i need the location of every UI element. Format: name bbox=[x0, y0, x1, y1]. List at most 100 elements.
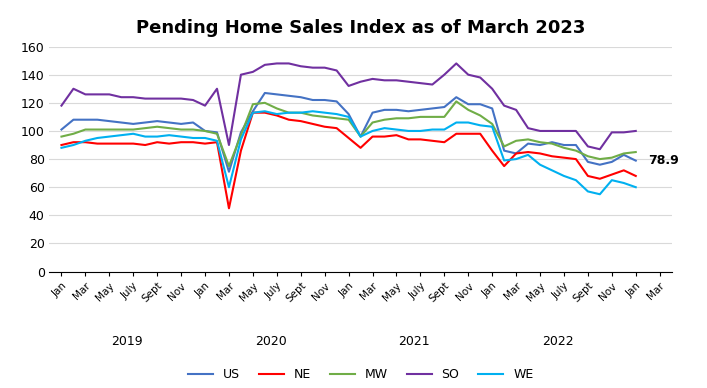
SO bbox=[284, 61, 293, 66]
WE bbox=[105, 134, 114, 139]
MW bbox=[416, 114, 425, 119]
US bbox=[320, 98, 329, 102]
WE bbox=[619, 181, 628, 185]
NE bbox=[93, 141, 102, 146]
NE bbox=[500, 164, 508, 168]
WE bbox=[213, 139, 221, 143]
US bbox=[201, 129, 209, 133]
NE bbox=[201, 141, 209, 146]
WE bbox=[141, 134, 149, 139]
SO bbox=[524, 126, 532, 130]
SO bbox=[404, 80, 413, 84]
MW bbox=[500, 144, 508, 149]
SO bbox=[619, 130, 628, 135]
SO bbox=[560, 129, 568, 133]
WE bbox=[320, 110, 329, 115]
WE bbox=[201, 136, 209, 140]
NE bbox=[213, 140, 221, 145]
US bbox=[237, 130, 245, 135]
MW bbox=[189, 127, 197, 132]
US bbox=[117, 120, 126, 125]
US bbox=[440, 105, 448, 109]
Line: NE: NE bbox=[62, 113, 636, 208]
MW bbox=[488, 121, 496, 126]
WE bbox=[512, 157, 520, 161]
NE bbox=[584, 174, 592, 178]
MW bbox=[296, 110, 305, 115]
MW bbox=[201, 129, 209, 133]
SO bbox=[440, 72, 448, 77]
MW bbox=[284, 110, 293, 115]
SO bbox=[500, 103, 508, 108]
WE bbox=[476, 123, 484, 128]
NE bbox=[595, 177, 604, 181]
MW bbox=[452, 99, 460, 104]
Line: MW: MW bbox=[62, 101, 636, 166]
MW bbox=[548, 141, 556, 146]
WE bbox=[129, 132, 137, 136]
NE bbox=[380, 134, 389, 139]
SO bbox=[69, 87, 78, 91]
NE bbox=[153, 140, 161, 145]
WE bbox=[560, 174, 568, 178]
SO bbox=[296, 64, 305, 69]
NE bbox=[69, 140, 78, 145]
US bbox=[476, 102, 484, 107]
MW bbox=[368, 120, 377, 125]
MW bbox=[141, 126, 149, 130]
SO bbox=[595, 147, 604, 152]
US bbox=[452, 95, 460, 99]
US bbox=[392, 107, 401, 112]
NE bbox=[105, 141, 114, 146]
SO bbox=[536, 129, 544, 133]
WE bbox=[440, 127, 448, 132]
SO bbox=[273, 61, 281, 66]
SO bbox=[488, 87, 496, 91]
MW bbox=[440, 114, 448, 119]
NE bbox=[261, 110, 269, 115]
MW bbox=[237, 133, 245, 137]
MW bbox=[129, 127, 137, 132]
MW bbox=[261, 100, 269, 105]
WE bbox=[488, 125, 496, 129]
MW bbox=[536, 140, 544, 145]
NE bbox=[428, 139, 437, 143]
NE bbox=[619, 168, 628, 173]
US bbox=[416, 107, 425, 112]
NE bbox=[572, 157, 580, 161]
SO bbox=[452, 61, 460, 66]
WE bbox=[607, 178, 616, 182]
US bbox=[488, 106, 496, 111]
SO bbox=[261, 62, 269, 67]
Legend: US, NE, MW, SO, WE: US, NE, MW, SO, WE bbox=[182, 364, 539, 386]
Text: 78.9: 78.9 bbox=[648, 154, 679, 167]
WE bbox=[332, 112, 341, 116]
WE bbox=[69, 143, 78, 147]
MW bbox=[308, 113, 317, 118]
MW bbox=[213, 132, 221, 136]
US bbox=[512, 151, 520, 156]
WE bbox=[416, 129, 425, 133]
US bbox=[261, 91, 269, 95]
NE bbox=[452, 132, 460, 136]
Line: WE: WE bbox=[62, 111, 636, 194]
SO bbox=[105, 92, 114, 97]
SO bbox=[189, 98, 197, 102]
US bbox=[619, 152, 628, 157]
WE bbox=[117, 133, 126, 137]
MW bbox=[476, 113, 484, 118]
US bbox=[404, 109, 413, 114]
SO bbox=[416, 81, 425, 85]
MW bbox=[332, 116, 341, 121]
Text: 2019: 2019 bbox=[112, 334, 143, 348]
US bbox=[524, 141, 532, 146]
NE bbox=[368, 134, 377, 139]
NE bbox=[440, 140, 448, 145]
WE bbox=[536, 163, 544, 167]
MW bbox=[153, 125, 161, 129]
US bbox=[536, 143, 544, 147]
WE bbox=[500, 158, 508, 163]
Line: US: US bbox=[62, 93, 636, 172]
WE bbox=[261, 109, 269, 114]
US bbox=[368, 110, 377, 115]
